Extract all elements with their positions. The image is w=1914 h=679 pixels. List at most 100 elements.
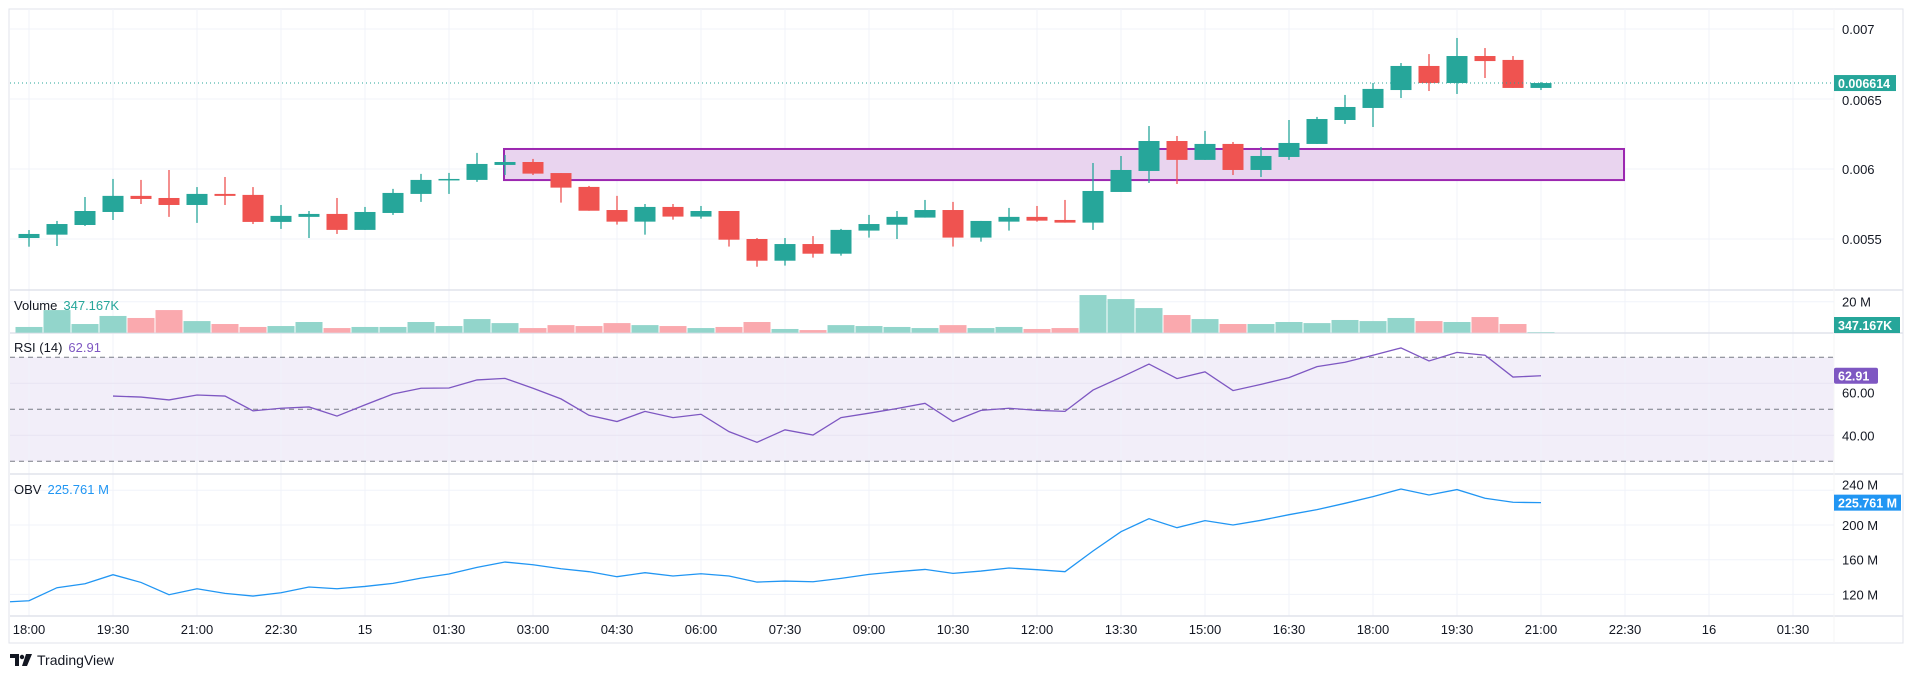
candle-up: [998, 216, 1020, 222]
candle-up: [1278, 142, 1300, 157]
candle-up: [690, 211, 712, 217]
rsi-legend: RSI (14) 62.91: [14, 340, 101, 355]
candle-down: [578, 186, 600, 211]
candle-up: [466, 163, 488, 180]
volume-bar: [99, 315, 127, 333]
candle-up: [1194, 143, 1216, 160]
tradingview-logo-icon: [10, 654, 32, 666]
candle-up: [1250, 155, 1272, 170]
time-tick-label: 16:30: [1273, 622, 1306, 637]
volume-bar: [1303, 323, 1331, 333]
candle-up: [774, 244, 796, 261]
volume-bar: [547, 325, 575, 333]
volume-bar: [379, 326, 407, 333]
volume-bar: [15, 326, 43, 333]
price-zone-rectangle: [503, 147, 1625, 182]
candle-up: [1082, 190, 1104, 223]
volume-bar: [1079, 295, 1107, 333]
candle-up: [1390, 65, 1412, 91]
candle-down: [1166, 141, 1188, 160]
volume-bar: [631, 325, 659, 333]
volume-bar: [43, 310, 71, 333]
obv-legend-value: 225.761 M: [47, 482, 109, 497]
rsi-tick-label: 40.00: [1842, 428, 1875, 443]
volume-legend-value: 347.167K: [63, 298, 120, 313]
candle-down: [746, 239, 768, 261]
volume-bar: [323, 328, 351, 333]
volume-bar: [715, 326, 743, 333]
candle-up: [438, 178, 460, 181]
candle-up: [102, 195, 124, 212]
candle-up: [382, 192, 404, 213]
volume-tick-label: 20 M: [1842, 295, 1871, 310]
price-tick-label: 0.0055: [1842, 232, 1882, 247]
candle-down: [662, 206, 684, 217]
candle-up: [18, 233, 40, 239]
obv-tick-label: 200 M: [1842, 518, 1878, 533]
candle-up: [886, 216, 908, 225]
rsi-value-tag: [1834, 367, 1878, 384]
rsi-line: [112, 347, 1542, 444]
candle-down: [522, 162, 544, 174]
volume-bar: [1331, 319, 1359, 333]
volume-bar: [351, 326, 379, 333]
price-tick-label: 0.0065: [1842, 93, 1882, 108]
rsi-value-tag-label: 62.91: [1838, 370, 1869, 384]
volume-bar: [519, 328, 547, 333]
volume-bar: [127, 317, 155, 333]
candle-up: [410, 179, 432, 194]
tradingview-logo[interactable]: TradingView: [10, 652, 114, 668]
candle-down: [942, 210, 964, 238]
volume-bar: [1191, 319, 1219, 333]
volume-value-tag-label: 347.167K: [1838, 319, 1892, 333]
volume-bar: [1051, 328, 1079, 333]
candle-up: [186, 193, 208, 205]
volume-bar: [967, 328, 995, 333]
candle-down: [214, 193, 236, 196]
time-tick-label: 21:00: [181, 622, 214, 637]
time-tick-label: 04:30: [601, 622, 634, 637]
time-tick-label: 03:00: [517, 622, 550, 637]
last-price-tag: [1834, 75, 1896, 92]
candle-down: [1026, 216, 1048, 221]
time-tick-label: 22:30: [265, 622, 298, 637]
candle-up: [830, 229, 852, 254]
volume-bar: [1443, 322, 1471, 333]
volume-bar: [743, 322, 771, 333]
candle-up: [1362, 88, 1384, 108]
candle-up: [1138, 141, 1160, 171]
candle-up: [634, 206, 656, 222]
time-tick-label: 12:00: [1021, 622, 1054, 637]
time-tick-label: 07:30: [769, 622, 802, 637]
obv-line: [9, 488, 1542, 603]
time-tick-label: 15: [358, 622, 372, 637]
candle-up: [914, 210, 936, 218]
candle-down: [550, 173, 572, 188]
volume-legend: Volume 347.167K: [14, 298, 119, 313]
obv-value-tag: [1834, 494, 1901, 511]
volume-bar: [883, 326, 911, 333]
volume-bar: [211, 324, 239, 333]
volume-bar: [995, 326, 1023, 333]
volume-legend-title: Volume: [14, 298, 58, 313]
time-tick-label: 19:30: [1441, 622, 1474, 637]
volume-bar: [239, 326, 267, 333]
volume-bar: [771, 328, 799, 333]
time-tick-label: 16: [1702, 622, 1716, 637]
time-tick-label: 06:00: [685, 622, 718, 637]
obv-legend: OBV 225.761 M: [14, 482, 109, 497]
candle-down: [718, 211, 740, 240]
volume-bar: [1135, 308, 1163, 333]
candle-up: [1306, 119, 1328, 144]
volume-bar: [267, 326, 295, 333]
rsi-legend-title: RSI (14): [14, 340, 63, 355]
candle-down: [1502, 59, 1524, 88]
volume-bar: [799, 330, 827, 333]
volume-bar: [1107, 299, 1135, 333]
candle-down: [802, 244, 824, 254]
volume-bar: [603, 323, 631, 333]
obv-tick-label: 120 M: [1842, 587, 1878, 602]
volume-bar: [1247, 324, 1275, 333]
volume-bar: [491, 323, 519, 333]
